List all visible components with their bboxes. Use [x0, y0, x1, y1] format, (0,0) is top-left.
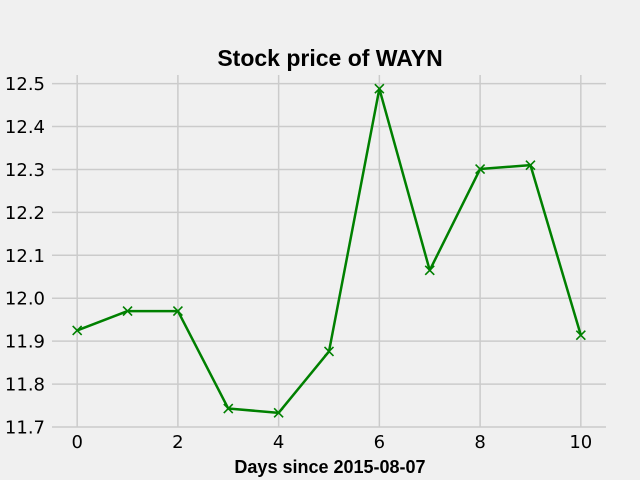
- data-point-marker: [575, 330, 586, 341]
- data-point-marker: [273, 407, 284, 418]
- y-tick-label: 12.4: [5, 117, 45, 138]
- data-point-marker: [323, 346, 335, 357]
- x-tick-label: 8: [474, 432, 485, 453]
- y-tick-label: 11.9: [5, 332, 45, 353]
- y-tick-label: 12.1: [5, 246, 45, 267]
- y-tick-label: 12.3: [5, 160, 45, 181]
- x-tick-label: 0: [71, 432, 82, 453]
- y-tick-label: 12.5: [5, 74, 45, 95]
- x-tick-label: 4: [273, 432, 284, 453]
- series-line: [76, 87, 583, 415]
- data-point-marker: [223, 403, 234, 414]
- x-tick-label: 10: [569, 432, 592, 453]
- grid: [52, 75, 606, 428]
- x-tick-label: 2: [172, 432, 183, 453]
- y-axis-ticks: 11.7 11.8 11.9 12.0 12.1 12.2 12.3 12.4 12.5: [5, 74, 45, 438]
- data-point-marker: [424, 265, 435, 276]
- y-tick-label: 12.2: [5, 203, 45, 224]
- data-point-marker: [475, 163, 486, 175]
- data-point-marker: [72, 325, 83, 336]
- x-tick-label: 6: [374, 432, 385, 453]
- x-axis-label: Days since 2015-08-07: [234, 457, 425, 477]
- data-point-marker: [172, 306, 183, 317]
- y-tick-label: 11.8: [5, 375, 45, 396]
- data-point-marker: [374, 83, 385, 94]
- y-tick-label: 11.7: [5, 418, 45, 439]
- series-layer: [72, 83, 586, 418]
- data-point-marker: [122, 306, 133, 317]
- data-point-marker: [525, 160, 536, 171]
- y-tick-label: 12.0: [5, 289, 45, 310]
- chart-title: Stock price of WAYN: [217, 45, 442, 71]
- x-axis-ticks: 0 2 4 6 8 10: [71, 432, 592, 453]
